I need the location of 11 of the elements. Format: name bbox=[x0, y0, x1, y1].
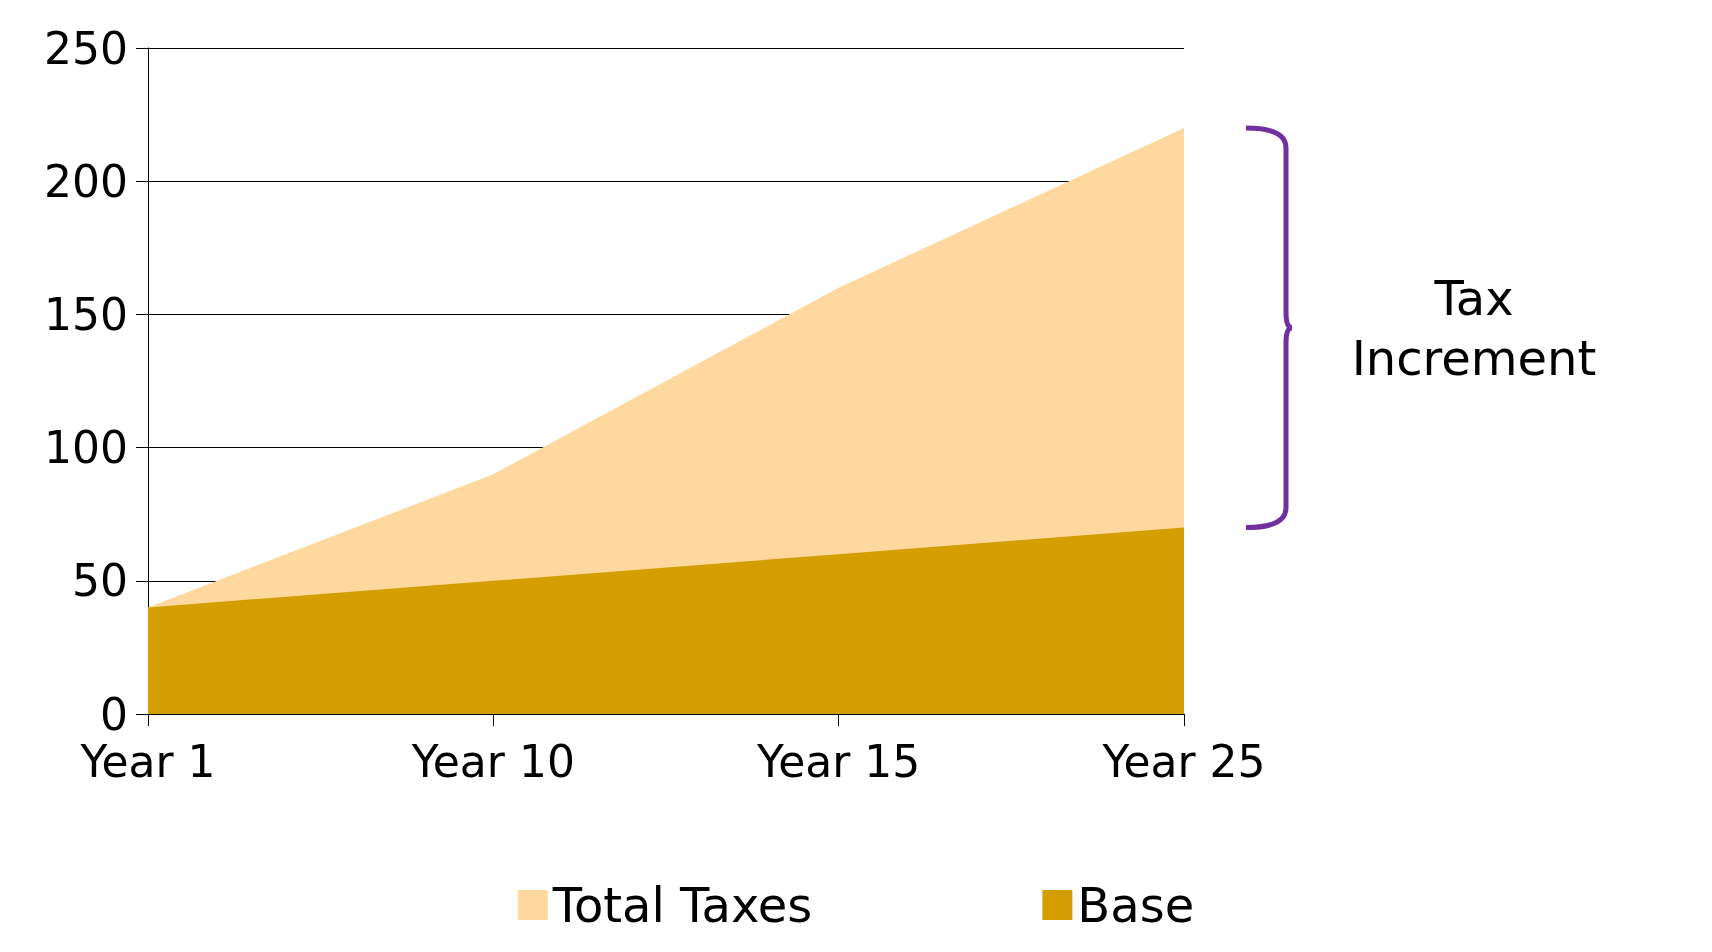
x-tick-label: Year 15 bbox=[756, 735, 921, 787]
legend-label: Total Taxes bbox=[551, 877, 813, 933]
y-tick-label: 200 bbox=[44, 155, 128, 207]
y-tick-label: 150 bbox=[44, 288, 128, 340]
text: Tax Increment bbox=[1350, 268, 1598, 388]
y-tick-label: 50 bbox=[72, 555, 128, 607]
y-tick-label: 100 bbox=[44, 422, 128, 474]
x-tick-label: Year 10 bbox=[410, 735, 575, 787]
x-tick-label: Year 25 bbox=[1101, 735, 1266, 787]
y-tick-label: 250 bbox=[44, 22, 128, 74]
legend-label: Base bbox=[1077, 877, 1195, 933]
